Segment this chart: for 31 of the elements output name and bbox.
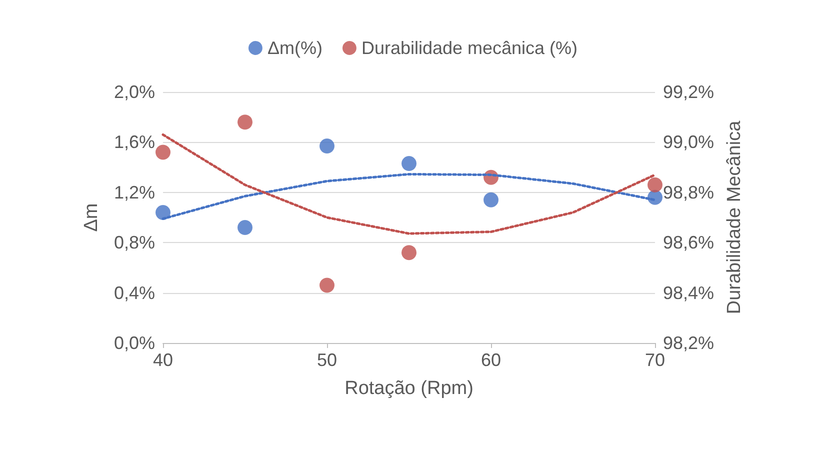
y-tick-label: 0,8% [114, 232, 155, 253]
point [320, 138, 334, 154]
y-axis-title: Δm [81, 203, 102, 232]
point [156, 144, 170, 160]
y-tick-label: 2,0% [114, 82, 155, 102]
point [484, 192, 498, 208]
y2-tick-label: 98,8% [663, 182, 714, 202]
point [156, 204, 170, 220]
y-tick-label: 1,6% [114, 132, 155, 152]
point [648, 177, 662, 192]
x-tick-label: 50 [316, 350, 338, 370]
y2-tick-label: 99,0% [663, 132, 714, 152]
x-tick-label: 60 [480, 350, 502, 370]
point [320, 278, 334, 293]
y2-tick-label: 98,2% [663, 333, 714, 353]
legend-label: Durabilidade mecânica (%) [361, 38, 578, 58]
y2-axis-title: Durabilidade Mecânica [724, 120, 745, 314]
y-tick-label: 1,2% [114, 182, 155, 202]
point [402, 156, 416, 172]
y-tick-label: 0,0% [114, 333, 155, 353]
y2-tick-label: 98,4% [663, 282, 714, 303]
legend-label: Δm(%) [267, 38, 322, 58]
y-tick-label: 0,4% [114, 282, 155, 303]
point [238, 220, 252, 236]
y2-tick-label: 99,2% [663, 82, 714, 102]
y2-tick-label: 98,6% [663, 232, 714, 253]
x-tick-label: 70 [644, 350, 666, 370]
point [402, 245, 416, 260]
point [238, 114, 252, 130]
x-axis-title: Rotação (Rpm) [344, 378, 474, 399]
x-tick-label: 40 [152, 350, 174, 370]
